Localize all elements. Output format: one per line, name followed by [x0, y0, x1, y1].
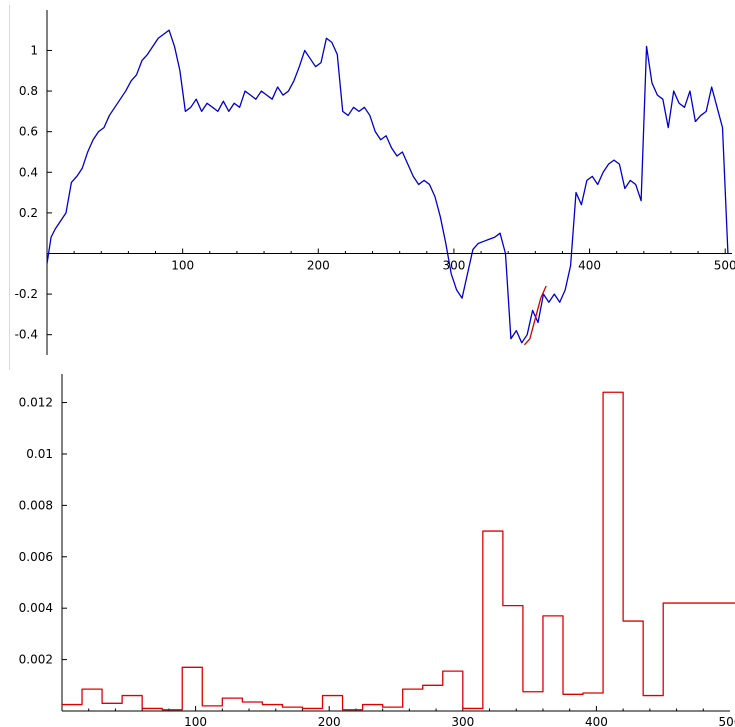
bottom-axes: [61, 374, 730, 712]
top-y-tick-label: 0.8: [19, 84, 38, 98]
bottom-y-tick-label: 0.008: [19, 498, 53, 512]
top-x-tick-label: 200: [307, 258, 330, 272]
bottom-series-group: [62, 391, 735, 711]
top-y-tick-label: -0.2: [15, 287, 38, 301]
left-edge-rule: [9, 5, 10, 370]
top-y-tick-label: 0.4: [19, 165, 38, 179]
bottom-y-tick-label: 0.006: [19, 550, 53, 564]
top-y-tick-label: 0.2: [19, 206, 38, 220]
top-tick-labels: 100 200 300 400 500 -0.4 -0.2 0.2 0.4 0.6 0.8 1: [15, 43, 735, 341]
top-y-tick-label: 0.6: [19, 125, 38, 139]
top-series-group: [46, 29, 729, 346]
top-series-line-0: [46, 29, 729, 344]
bottom-y-tick-label: 0.004: [19, 601, 53, 615]
chart-bottom-step-plot: 100 200 300 400 500 0.002 0.004 0.006 0.008 0.01 0…: [19, 374, 735, 727]
top-x-tick-label: 400: [578, 258, 601, 272]
bottom-y-tick-label: 0.012: [19, 396, 53, 410]
bottom-x-tick-label: 200: [318, 715, 341, 727]
chart-top-line-plot: 100 200 300 400 500 -0.4 -0.2 0.2 0.4 0.6 0.8 1: [15, 10, 735, 355]
top-y-tick-label: 1: [30, 43, 38, 57]
top-x-tick-label: 100: [171, 258, 194, 272]
bottom-x-tick-label: 100: [184, 715, 207, 727]
bottom-x-tick-label: 400: [585, 715, 608, 727]
top-x-tick-label: 300: [442, 258, 465, 272]
top-axes: [46, 10, 732, 355]
top-series-line-1: [523, 285, 547, 346]
bottom-y-tick-label: 0.01: [26, 447, 53, 461]
bottom-y-tick-label: 0.002: [19, 653, 53, 667]
bottom-tick-labels: 100 200 300 400 500 0.002 0.004 0.006 0.008 0.01 0…: [19, 396, 735, 727]
bottom-series-line-0: [62, 391, 735, 711]
top-y-tick-label: -0.4: [15, 328, 38, 342]
top-x-tick-label: 500: [714, 258, 735, 272]
bottom-x-tick-label: 500: [719, 715, 735, 727]
bottom-x-tick-label: 300: [451, 715, 474, 727]
